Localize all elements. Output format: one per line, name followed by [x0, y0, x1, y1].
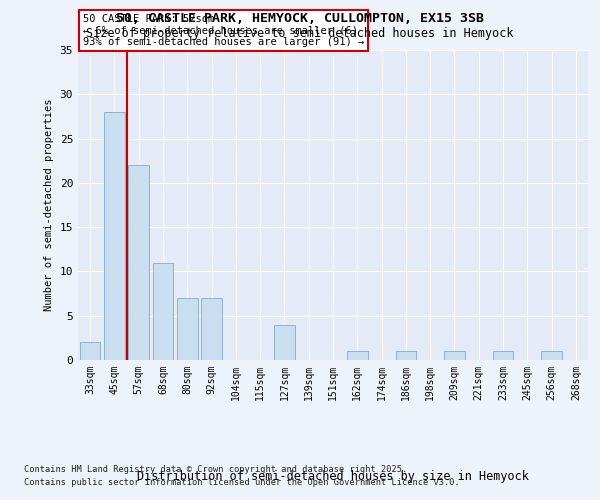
Bar [128, 165, 149, 360]
Text: Size of property relative to semi-detached houses in Hemyock: Size of property relative to semi-detach… [86, 28, 514, 40]
Text: Contains public sector information licensed under the Open Government Licence v3: Contains public sector information licen… [24, 478, 460, 487]
Y-axis label: Number of semi-detached properties: Number of semi-detached properties [44, 99, 54, 311]
Text: 50 CASTLE PARK: 52sqm
← 6% of semi-detached houses are smaller (6)
93% of semi-d: 50 CASTLE PARK: 52sqm ← 6% of semi-detac… [83, 14, 364, 47]
Bar [395, 351, 416, 360]
Bar [493, 351, 514, 360]
Text: Contains HM Land Registry data © Crown copyright and database right 2025.: Contains HM Land Registry data © Crown c… [24, 466, 407, 474]
Bar [80, 342, 100, 360]
Bar [444, 351, 465, 360]
Bar [152, 262, 173, 360]
Bar [274, 324, 295, 360]
Bar [541, 351, 562, 360]
Bar [201, 298, 222, 360]
X-axis label: Distribution of semi-detached houses by size in Hemyock: Distribution of semi-detached houses by … [137, 470, 529, 482]
Bar [177, 298, 197, 360]
Bar [347, 351, 368, 360]
Bar [104, 112, 125, 360]
Text: 50, CASTLE PARK, HEMYOCK, CULLOMPTON, EX15 3SB: 50, CASTLE PARK, HEMYOCK, CULLOMPTON, EX… [116, 12, 484, 26]
